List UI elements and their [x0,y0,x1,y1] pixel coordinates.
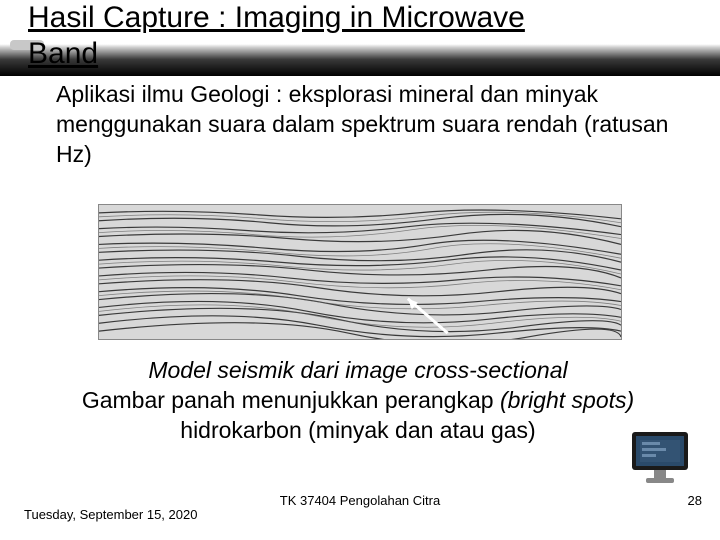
caption-line2-post: hidrokarbon (minyak dan atau gas) [180,417,535,443]
footer-page-number: 28 [688,493,702,508]
footer-course: TK 37404 Pengolahan Citra [0,493,720,508]
body-text-bottom: Model seismik dari image cross-sectional… [36,356,680,446]
footer-date: Tuesday, September 15, 2020 [24,507,197,522]
caption-line2-pre: Gambar panah menunjukkan perangkap [82,387,500,413]
caption-line2-italic: (bright spots) [500,387,634,413]
monitor-icon [628,428,692,488]
caption-line1: Model seismik dari image cross-sectional [148,357,567,383]
title-line2: Band [28,37,98,70]
title-line1: Hasil Capture : Imaging in Microwave [28,1,525,34]
body-text-top: Aplikasi ilmu Geologi : eksplorasi miner… [56,80,680,170]
seismic-cross-section-image [98,204,622,340]
slide-title: Hasil Capture : Imaging in Microwave Ban… [28,0,525,72]
